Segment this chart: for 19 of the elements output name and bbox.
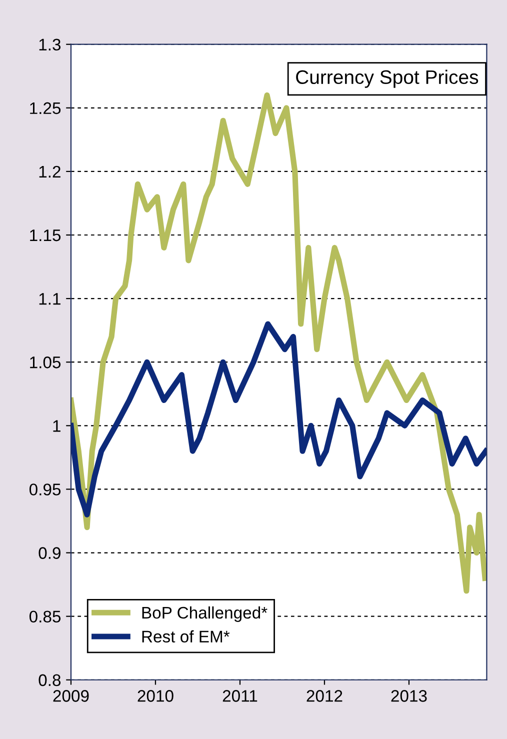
x-tick-label: 2012 bbox=[306, 690, 342, 702]
y-tick-label: 1.1 bbox=[39, 293, 60, 305]
x-tick-label: 2009 bbox=[53, 690, 89, 702]
legend-label: Rest of EM* bbox=[142, 630, 230, 643]
y-tick-label: 0.85 bbox=[29, 610, 61, 623]
text: Currency Spot Prices bbox=[296, 70, 478, 88]
y-tick-label: 0.9 bbox=[38, 547, 60, 559]
y-tick-label: 0.8 bbox=[38, 674, 61, 686]
y-tick-label: 0.95 bbox=[29, 484, 61, 496]
x-tick-label: 2010 bbox=[138, 690, 174, 702]
y-tick-label: 1.3 bbox=[39, 38, 61, 51]
y-tick-label: 1.2 bbox=[39, 166, 60, 178]
y-tick-label: 1 bbox=[53, 420, 60, 432]
y-tick-label: 1.15 bbox=[30, 230, 61, 242]
x-tick-label: 2011 bbox=[222, 690, 258, 702]
x-tick-label: 2013 bbox=[391, 690, 427, 702]
y-tick-label: 1.05 bbox=[30, 356, 61, 368]
y-tick-label: 1.25 bbox=[30, 102, 61, 114]
legend-label: BoP Challenged* bbox=[142, 606, 268, 622]
